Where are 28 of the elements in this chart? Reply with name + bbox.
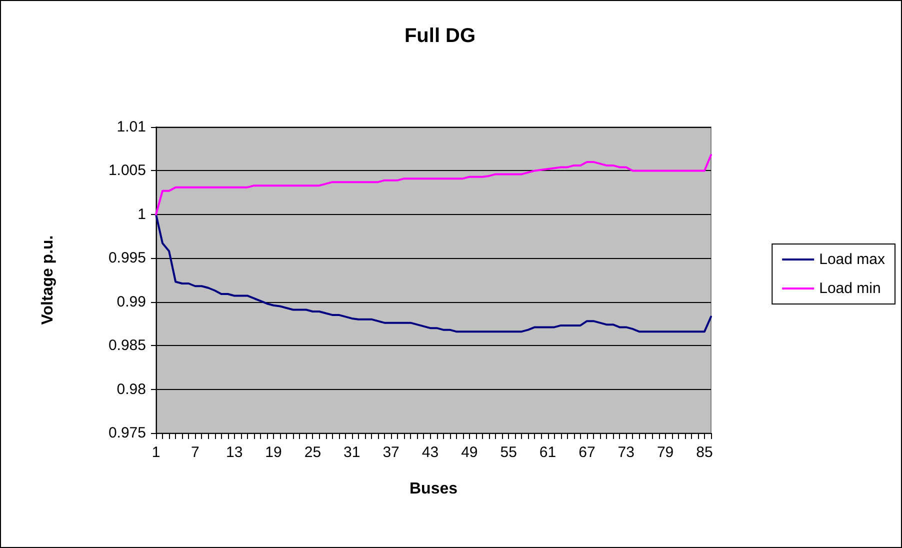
x-tick-label: 61 bbox=[539, 444, 556, 461]
x-tick-label: 79 bbox=[656, 444, 674, 461]
x-tick-label: 55 bbox=[500, 444, 517, 461]
x-tick-label: 13 bbox=[226, 444, 243, 461]
x-tick-label: 85 bbox=[696, 444, 713, 461]
x-tick-label: 19 bbox=[265, 444, 282, 461]
x-tick-label: 1 bbox=[152, 444, 160, 461]
y-tick-label: 1.01 bbox=[116, 118, 146, 136]
y-tick-label: 0.985 bbox=[108, 337, 146, 354]
x-tick-label: 67 bbox=[578, 444, 596, 461]
x-tick-label: 31 bbox=[344, 444, 360, 461]
x-tick-label: 25 bbox=[304, 444, 322, 461]
y-tick-label: 0.99 bbox=[116, 293, 146, 310]
y-tick-label: 1 bbox=[138, 206, 146, 223]
x-tick-label: 49 bbox=[461, 444, 478, 461]
legend-label: Load max bbox=[819, 251, 886, 268]
y-tick-label: 0.98 bbox=[116, 380, 146, 398]
chart-title: Full DG bbox=[404, 25, 476, 47]
x-tick-label: 37 bbox=[382, 444, 400, 461]
y-tick-label: 0.975 bbox=[108, 424, 146, 442]
x-tick-label: 73 bbox=[618, 444, 634, 461]
x-tick-label: 7 bbox=[191, 444, 200, 461]
y-tick-label: 0.995 bbox=[108, 250, 146, 267]
y-tick-label: 1.005 bbox=[108, 162, 146, 180]
legend-label: Load min bbox=[819, 280, 881, 297]
y-axis-title: Voltage p.u. bbox=[40, 235, 56, 325]
x-axis-title: Buses bbox=[409, 480, 458, 498]
x-tick-label: 43 bbox=[422, 444, 439, 461]
